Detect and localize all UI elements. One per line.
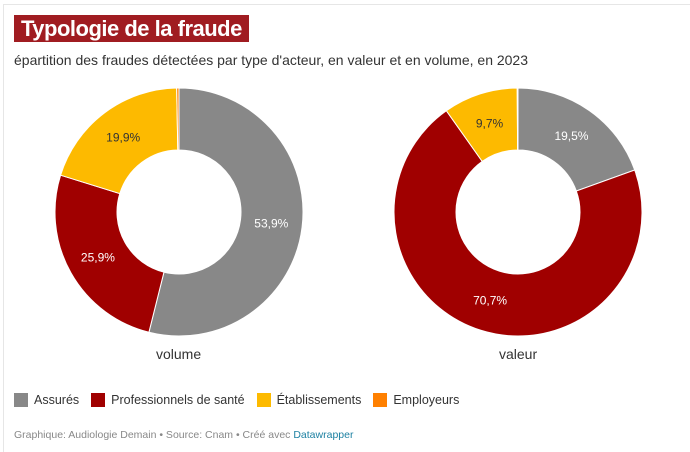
data-label: 19,9% [106,131,140,145]
donut-slice-volume-1 [54,174,165,333]
donut-slice-valeur-1 [393,110,643,337]
footer: Graphique: Audiologie Demain • Source: C… [14,429,353,441]
legend-swatch [256,393,271,407]
legend-swatch [373,393,388,407]
legend-item-assures: Assurés [14,393,79,407]
donut-label-valeur: valeur [499,346,538,362]
data-label: 70,7% [473,294,507,308]
legend-item-etablissements: Établissements [256,393,362,407]
legend-swatch [14,393,28,407]
chart-subtitle: épartition des fraudes détectées par typ… [14,52,529,68]
legend-label: Établissements [276,393,362,407]
data-label: 53,9% [254,216,288,230]
datawrapper-link[interactable]: Datawrapper [293,429,354,441]
donut-slice-volume-2 [59,87,179,195]
data-label: 25,9% [81,251,115,265]
footer-credits: Graphique: Audiologie Demain • Source: C… [14,429,294,441]
chart-title: Typologie de la fraude [14,15,249,42]
data-label: 9,7% [476,116,504,130]
donut-slice-volume-3 [176,87,180,151]
donut-slice-valeur-3 [516,87,519,151]
donut-label-volume: volume [156,346,202,362]
donut-slice-valeur-0 [517,87,636,192]
legend-swatch [91,393,106,407]
legend: Assurés Professionnels de santé Établiss… [14,393,471,407]
legend-label: Assurés [34,393,80,407]
legend-item-employeurs: Employeurs [373,393,459,407]
legend-item-professionnels: Professionnels de santé [91,393,245,407]
data-label: 19,5% [554,129,588,143]
legend-label: Employeurs [393,393,460,407]
legend-label: Professionnels de santé [111,393,245,407]
chart-frame [3,4,690,452]
donut-slice-volume-0 [148,87,304,337]
donut-charts: 53,9% 25,9% 19,9% 19,5% 70,7% 9,7% [54,87,643,337]
